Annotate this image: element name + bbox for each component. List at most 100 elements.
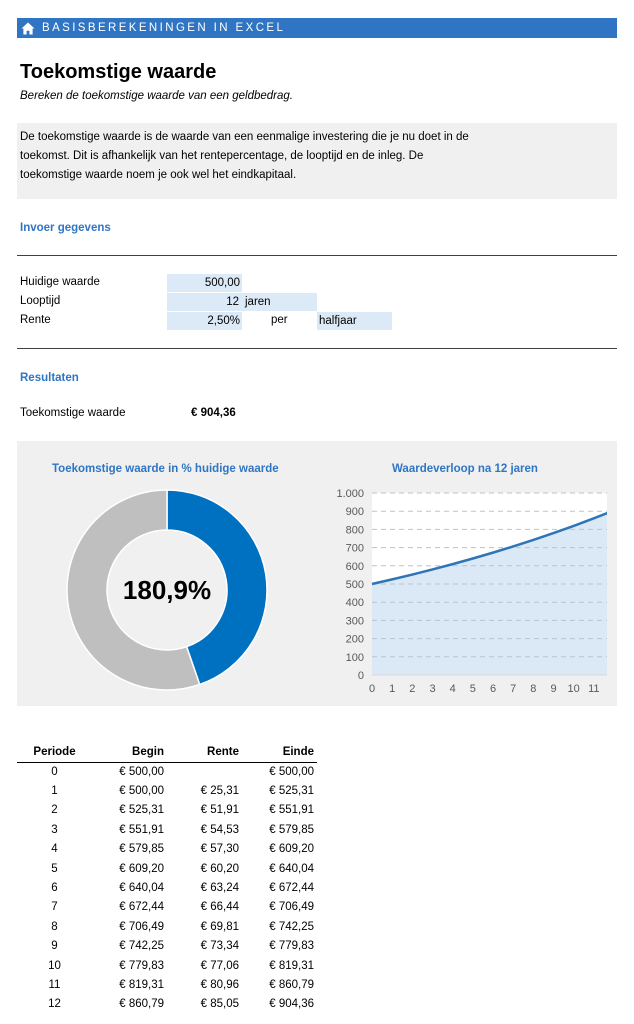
- x-tick-label: 9: [550, 683, 556, 695]
- cell-begin: € 640,04: [119, 882, 164, 895]
- table-header-row: Periode Begin Rente Einde: [17, 742, 317, 763]
- y-tick-label: 700: [346, 543, 364, 555]
- results-heading: Resultaten: [20, 372, 79, 384]
- header-einde: Einde: [242, 742, 317, 763]
- cell-begin: € 579,85: [119, 843, 164, 856]
- charts-panel: Toekomstige waarde in % huidige waarde 1…: [17, 441, 617, 706]
- cell-einde: € 819,31: [269, 959, 314, 972]
- cell-periode: 1: [51, 785, 58, 798]
- cell-begin: € 500,00: [119, 785, 164, 798]
- x-tick-label: 8: [530, 683, 536, 695]
- y-tick-label: 800: [346, 524, 364, 536]
- donut-chart-title: Toekomstige waarde in % huidige waarde: [52, 463, 279, 475]
- x-tick-label: 2: [409, 683, 415, 695]
- x-tick-label: 7: [510, 683, 516, 695]
- term-label: Looptijd: [20, 295, 61, 307]
- donut-center-label: 180,9%: [123, 575, 211, 605]
- x-tick-label: 3: [429, 683, 435, 695]
- header-bar: BASISBEREKENINGEN IN EXCEL: [17, 18, 617, 38]
- cell-begin: € 779,83: [119, 959, 164, 972]
- cell-periode: 2: [51, 804, 58, 817]
- y-tick-label: 100: [346, 652, 364, 664]
- cell-begin: € 525,31: [119, 804, 164, 817]
- cell-periode: 4: [51, 843, 58, 856]
- header-periode: Periode: [17, 742, 92, 763]
- cell-rente: € 69,81: [200, 920, 239, 933]
- cell-rente: € 80,96: [200, 978, 239, 991]
- line-chart-title: Waardeverloop na 12 jaren: [392, 463, 538, 475]
- table-row: 1 € 500,00 € 25,31 € 525,31: [17, 781, 317, 800]
- future-value-label: Toekomstige waarde: [20, 407, 126, 419]
- cell-periode: 8: [51, 920, 58, 933]
- present-value-input[interactable]: 500,00: [167, 274, 242, 292]
- table-row: 4 € 579,85 € 57,30 € 609,20: [17, 840, 317, 859]
- cell-einde: € 609,20: [269, 843, 314, 856]
- cell-einde: € 640,04: [269, 862, 314, 875]
- rate-label: Rente: [20, 314, 51, 326]
- cell-einde: € 742,25: [269, 920, 314, 933]
- table-row: 0 € 500,00 € 500,00: [17, 762, 317, 781]
- donut-slice-0: [166, 489, 268, 686]
- y-tick-label: 0: [358, 670, 364, 682]
- cell-begin: € 672,44: [119, 901, 164, 914]
- x-tick-label: 4: [450, 683, 456, 695]
- x-tick-label: 0: [369, 683, 375, 695]
- table-row: 10 € 779,83 € 77,06 € 819,31: [17, 956, 317, 975]
- rate-input[interactable]: 2,50%: [167, 312, 242, 330]
- cell-einde: € 579,85: [269, 823, 314, 836]
- value-line: [371, 511, 607, 586]
- cell-einde: € 904,36: [269, 998, 314, 1011]
- cell-einde: € 551,91: [269, 804, 314, 817]
- cell-rente: € 66,44: [200, 901, 239, 914]
- cell-begin: € 860,79: [119, 998, 164, 1011]
- donut-chart: 180,9%: [66, 489, 268, 691]
- cell-begin: € 706,49: [119, 920, 164, 933]
- cell-rente: € 85,05: [200, 998, 239, 1011]
- rate-per-label: per: [271, 314, 288, 326]
- amortization-table: Periode Begin Rente Einde 0 € 500,00 € 500…: [17, 742, 317, 1014]
- table-row: 11 € 819,31 € 80,96 € 860,79: [17, 975, 317, 994]
- cell-rente: € 25,31: [200, 785, 239, 798]
- table-row: 3 € 551,91 € 54,53 € 579,85: [17, 820, 317, 839]
- cell-periode: 11: [48, 978, 61, 991]
- table-row: 9 € 742,25 € 73,34 € 779,83: [17, 937, 317, 956]
- cell-begin: € 551,91: [119, 823, 164, 836]
- y-tick-label: 200: [346, 634, 364, 646]
- cell-einde: € 500,00: [269, 765, 314, 778]
- table-row: 8 € 706,49 € 69,81 € 742,25: [17, 917, 317, 936]
- header-begin: Begin: [92, 742, 167, 763]
- divider: [17, 255, 617, 256]
- cell-rente: € 77,06: [200, 959, 239, 972]
- cell-begin: € 742,25: [119, 940, 164, 953]
- cell-rente: € 63,24: [200, 882, 239, 895]
- brand-title[interactable]: BASISBEREKENINGEN IN EXCEL: [42, 22, 286, 34]
- header-rente: Rente: [167, 742, 242, 763]
- table-row: 5 € 609,20 € 60,20 € 640,04: [17, 859, 317, 878]
- table-row: 6 € 640,04 € 63,24 € 672,44: [17, 878, 317, 897]
- rate-period-select[interactable]: halfjaar: [317, 312, 392, 330]
- table-row: 12 € 860,79 € 85,05 € 904,36: [17, 995, 317, 1014]
- cell-periode: 5: [51, 862, 58, 875]
- x-tick-label: 1: [389, 683, 395, 695]
- home-icon[interactable]: [21, 21, 35, 35]
- y-tick-label: 900: [346, 506, 364, 518]
- present-value-label: Huidige waarde: [20, 276, 100, 288]
- table-row: 7 € 672,44 € 66,44 € 706,49: [17, 898, 317, 917]
- cell-einde: € 706,49: [269, 901, 314, 914]
- x-tick-label: 11: [588, 683, 599, 695]
- cell-periode: 6: [51, 882, 58, 895]
- cell-periode: 7: [51, 901, 58, 914]
- x-tick-label: 10: [568, 683, 580, 695]
- cell-periode: 3: [51, 823, 58, 836]
- cell-periode: 10: [48, 959, 61, 972]
- cell-rente: € 60,20: [200, 862, 239, 875]
- cell-rente: € 73,34: [200, 940, 239, 953]
- term-input[interactable]: 12: [167, 293, 242, 311]
- area-fill: [372, 513, 607, 675]
- table-row: 2 € 525,31 € 51,91 € 551,91: [17, 801, 317, 820]
- x-tick-label: 6: [490, 683, 496, 695]
- x-tick-label: 5: [470, 683, 476, 695]
- cell-periode: 9: [51, 940, 58, 953]
- y-tick-label: 400: [346, 597, 364, 609]
- cell-rente: € 54,53: [200, 823, 239, 836]
